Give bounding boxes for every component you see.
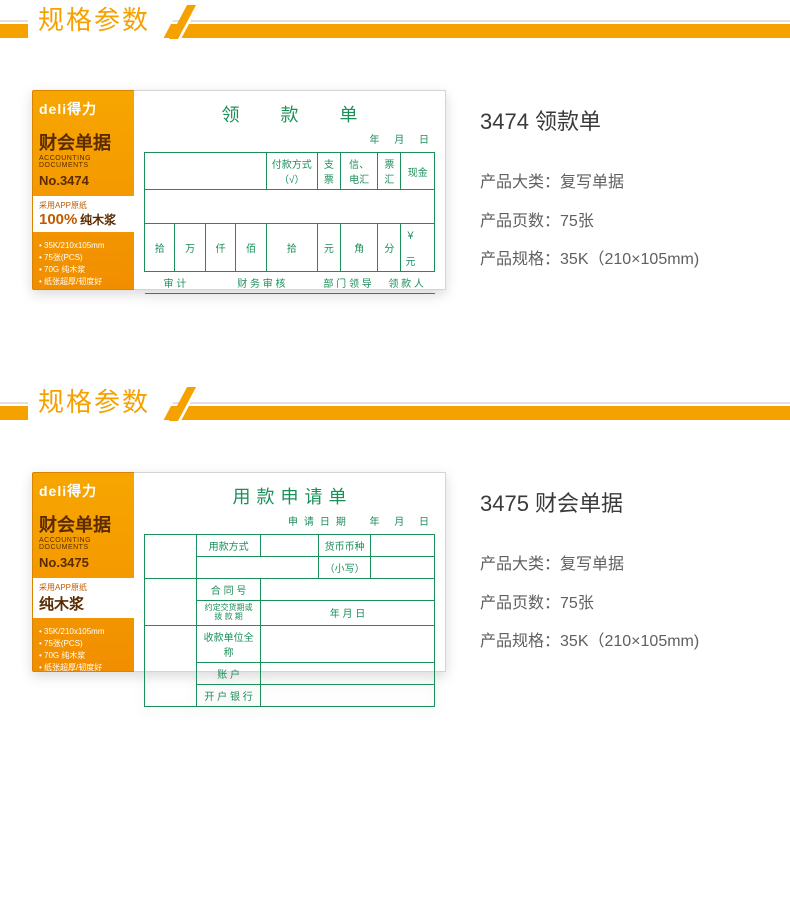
date-row-text: 年 月 日	[369, 517, 435, 528]
cover-app-line: 采用APP原纸	[39, 200, 137, 211]
spec-line: 产品规格：35K（210×105mm)	[480, 241, 770, 279]
row-label: 货币币种	[318, 535, 370, 557]
pay-method: 票汇	[378, 153, 401, 190]
form-sheet: 领 款 单 年 月 日 付款方式（√） 支票 信、电汇 票汇 现金 拾 万 仟 …	[134, 90, 446, 290]
cover-bullet: 70G 纯木浆	[39, 650, 137, 662]
yuan-word: 元	[405, 257, 415, 268]
form-table: 付款方式（√） 支票 信、电汇 票汇 现金 拾 万 仟 佰 拾 元 角 分	[144, 152, 435, 294]
spec-value: 35K（210×105mm)	[560, 251, 699, 268]
cover-number: No.3474	[39, 173, 137, 188]
cover-spec-list: 35K/210x105mm 75张(PCS) 70G 纯木浆 纸张超厚/韧度好	[39, 626, 137, 674]
cover-pulp-small: 纯木浆	[39, 596, 84, 613]
cover-en-name: ACCOUNTING DOCUMENTS	[39, 537, 137, 551]
spec-line: 产品大类：复写单据	[480, 164, 770, 202]
product-photo: deli得力 财会单据 ACCOUNTING DOCUMENTS No.3475…	[20, 464, 450, 684]
spec-line: 产品规格：35K（210×105mm)	[480, 623, 770, 661]
spec-value: 复写单据	[560, 556, 624, 573]
product-title: 3475 财会单据	[480, 486, 770, 518]
pay-method: 现金	[401, 153, 435, 190]
row-label: 约定交货期或 拨 款 期	[197, 601, 261, 626]
cover-white-band: 采用APP原纸 100% 纯木浆	[33, 196, 143, 232]
yen-symbol: ￥	[405, 231, 415, 242]
header-title-box: 规格参数	[28, 0, 190, 43]
spec-label: 产品规格：	[480, 633, 560, 650]
cover-bullet: 纸张超厚/韧度好	[39, 276, 137, 288]
cover-pulp-big: 100%	[39, 211, 77, 228]
product-block-3475: deli得力 财会单据 ACCOUNTING DOCUMENTS No.3475…	[0, 434, 790, 724]
brand-logo: deli得力	[39, 99, 137, 119]
row-label: 用款方式	[197, 535, 261, 557]
product-specs: 3474 领款单 产品大类：复写单据 产品页数：75张 产品规格：35K（210…	[450, 104, 770, 279]
row-label: 收款单位全称	[197, 625, 261, 662]
section-title: 规格参数	[28, 0, 160, 43]
row-label: 合 同 号	[197, 579, 261, 601]
row-label: （小写）	[318, 557, 370, 579]
pay-method-label: 付款方式（√）	[266, 153, 317, 190]
amount-unit: 分	[378, 224, 401, 272]
spec-line: 产品页数：75张	[480, 585, 770, 623]
form-date-row: 年 月 日	[144, 131, 435, 146]
spec-label: 产品页数：	[480, 595, 560, 612]
form-table: 用款方式 货币币种 （小写） 合 同 号 约定交货期或 拨 款 期	[144, 534, 435, 707]
pay-method: 信、电汇	[341, 153, 378, 190]
spec-value: 75张	[560, 595, 594, 612]
section-header: 规格参数	[0, 0, 790, 44]
cover-cn-name: 财会单据	[39, 129, 137, 155]
amount-unit: 元	[317, 224, 340, 272]
apply-date-label: 申请日期	[288, 517, 352, 528]
spec-value: 35K（210×105mm)	[560, 633, 699, 650]
header-title-box: 规格参数	[28, 382, 190, 425]
amount-unit: 角	[341, 224, 378, 272]
cover-bullet: 35K/210x105mm	[39, 626, 137, 638]
amount-unit: 拾	[266, 224, 317, 272]
signoff: 财 务 审 核	[205, 272, 317, 294]
cover-spec-list: 35K/210x105mm 75张(PCS) 70G 纯木浆 纸张超厚/韧度好	[39, 240, 137, 288]
amount-unit: 佰	[236, 224, 266, 272]
signoff: 领 款 人	[378, 272, 435, 294]
amount-unit: 仟	[205, 224, 235, 272]
signoff: 审 计	[145, 272, 206, 294]
cover-cn-name: 财会单据	[39, 511, 137, 537]
spec-label: 产品页数：	[480, 213, 560, 230]
product-block-3474: deli得力 财会单据 ACCOUNTING DOCUMENTS No.3474…	[0, 52, 790, 342]
pay-method: 支票	[317, 153, 340, 190]
amount-unit: 拾	[145, 224, 175, 272]
spec-value: 75张	[560, 213, 594, 230]
cover-bullet: 35K/210x105mm	[39, 240, 137, 252]
cover-app-line: 采用APP原纸	[39, 582, 137, 593]
spec-line: 产品大类：复写单据	[480, 546, 770, 584]
amount-unit: 万	[175, 224, 205, 272]
row-label: 账 户	[197, 662, 261, 684]
product-photo: deli得力 财会单据 ACCOUNTING DOCUMENTS No.3474…	[20, 82, 450, 302]
cover-en-name: ACCOUNTING DOCUMENTS	[39, 155, 137, 169]
spec-label: 产品大类：	[480, 174, 560, 191]
cover-bullet: 75张(PCS)	[39, 638, 137, 650]
spec-label: 产品规格：	[480, 251, 560, 268]
form-sheet: 用款申请单 申请日期 年 月 日 用款方式 货币币种 （小写）	[134, 472, 446, 672]
cover-pulp-small: 纯木浆	[80, 213, 116, 227]
spec-line: 产品页数：75张	[480, 203, 770, 241]
spec-label: 产品大类：	[480, 556, 560, 573]
cover-bullet: 纸张超厚/韧度好	[39, 662, 137, 674]
booklet-cover: deli得力 财会单据 ACCOUNTING DOCUMENTS No.3474…	[32, 90, 144, 290]
cover-bullet: 75张(PCS)	[39, 252, 137, 264]
form-title: 用款申请单	[144, 483, 435, 509]
cover-white-band: 采用APP原纸 纯木浆	[33, 578, 143, 618]
spec-value: 复写单据	[560, 174, 624, 191]
product-specs: 3475 财会单据 产品大类：复写单据 产品页数：75张 产品规格：35K（21…	[450, 486, 770, 661]
date-cell: 年 月 日	[260, 601, 434, 626]
row-label: 开 户 银 行	[197, 684, 261, 706]
brand-logo: deli得力	[39, 481, 137, 501]
product-title: 3474 领款单	[480, 104, 770, 136]
signoff: 部 门 领 导	[317, 272, 377, 294]
section-title: 规格参数	[28, 382, 160, 425]
form-date-row: 申请日期 年 月 日	[144, 513, 435, 528]
section-header: 规格参数	[0, 382, 790, 426]
booklet-cover: deli得力 财会单据 ACCOUNTING DOCUMENTS No.3475…	[32, 472, 144, 672]
form-title: 领 款 单	[144, 101, 435, 127]
cover-bullet: 70G 纯木浆	[39, 264, 137, 276]
cover-number: No.3475	[39, 555, 137, 570]
